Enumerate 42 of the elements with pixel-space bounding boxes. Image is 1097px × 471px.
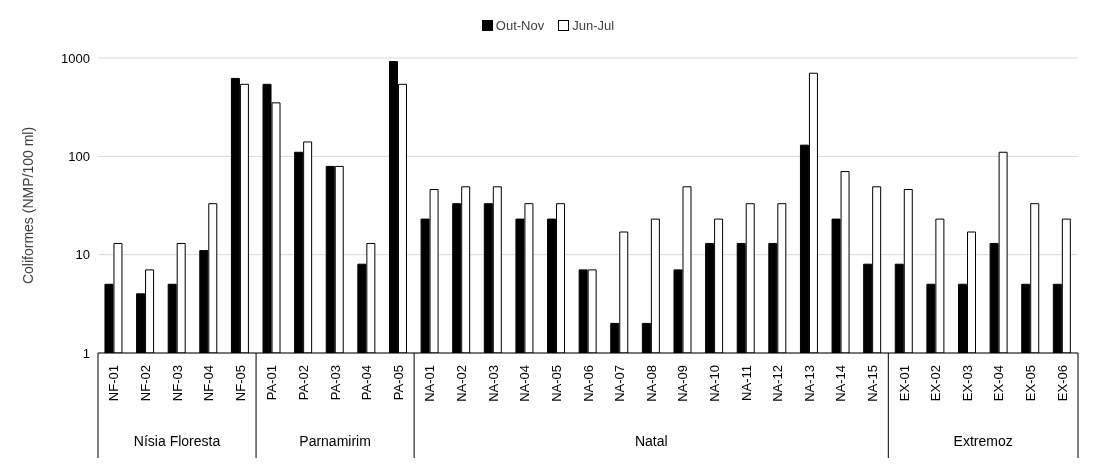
x-tick-label: NA-12 [770, 365, 786, 402]
x-tick-label: NA-03 [485, 365, 501, 402]
x-tick-label: EX-01 [896, 365, 912, 402]
x-tick-label: PA-01 [264, 365, 280, 401]
x-tick-label: NA-05 [548, 365, 564, 402]
text: Parnamirim [298, 433, 372, 449]
y-axis-title: Coliformes (NMP/100 ml) [19, 126, 36, 285]
x-tick-label: EX-05 [1023, 365, 1039, 402]
x-tick-label: PA-03 [327, 365, 343, 401]
x-tick-label: NA-06 [580, 365, 596, 402]
x-tick-label: EX-03 [959, 365, 975, 402]
x-tick-label: NA-10 [706, 365, 722, 402]
x-tick-label: NA-13 [801, 365, 817, 402]
x-tick-label: NF-02 [137, 365, 153, 402]
x-tick-label: NF-03 [169, 365, 185, 402]
text: Extremoz [952, 433, 1014, 449]
x-tick-label: NF-04 [201, 365, 217, 402]
x-tick-label: NF-01 [106, 365, 122, 402]
x-tick-label: NA-14 [833, 365, 849, 402]
text: Nísia Floresta [132, 433, 222, 449]
y-tick-label: 10 [75, 247, 90, 263]
x-tick-label: EX-02 [928, 365, 944, 402]
y-tick-label: 1 [82, 345, 90, 361]
x-tick-label: PA-02 [295, 365, 311, 401]
x-tick-label: PA-05 [390, 365, 406, 401]
y-tick-label: 1000 [61, 50, 90, 66]
x-tick-label: NA-07 [612, 365, 628, 402]
x-tick-label: NF-05 [232, 365, 248, 402]
legend-label: Jun-Jul [571, 18, 615, 33]
x-tick-label: PA-04 [359, 365, 375, 401]
x-tick-label: NA-02 [454, 365, 470, 402]
x-tick-label: EX-06 [1054, 365, 1070, 402]
x-tick-label: NA-15 [865, 365, 881, 402]
x-tick-label: NA-11 [738, 365, 754, 401]
x-tick-label: EX-04 [991, 365, 1007, 402]
y-tick-label: 100 [68, 148, 90, 164]
x-tick-label: NA-04 [517, 365, 533, 402]
text: Natal [633, 433, 669, 449]
x-tick-label: NA-09 [675, 365, 691, 402]
x-tick-label: NA-08 [643, 365, 659, 402]
x-tick-label: NA-01 [422, 365, 438, 402]
legend-label: Out-Nov [494, 18, 545, 33]
